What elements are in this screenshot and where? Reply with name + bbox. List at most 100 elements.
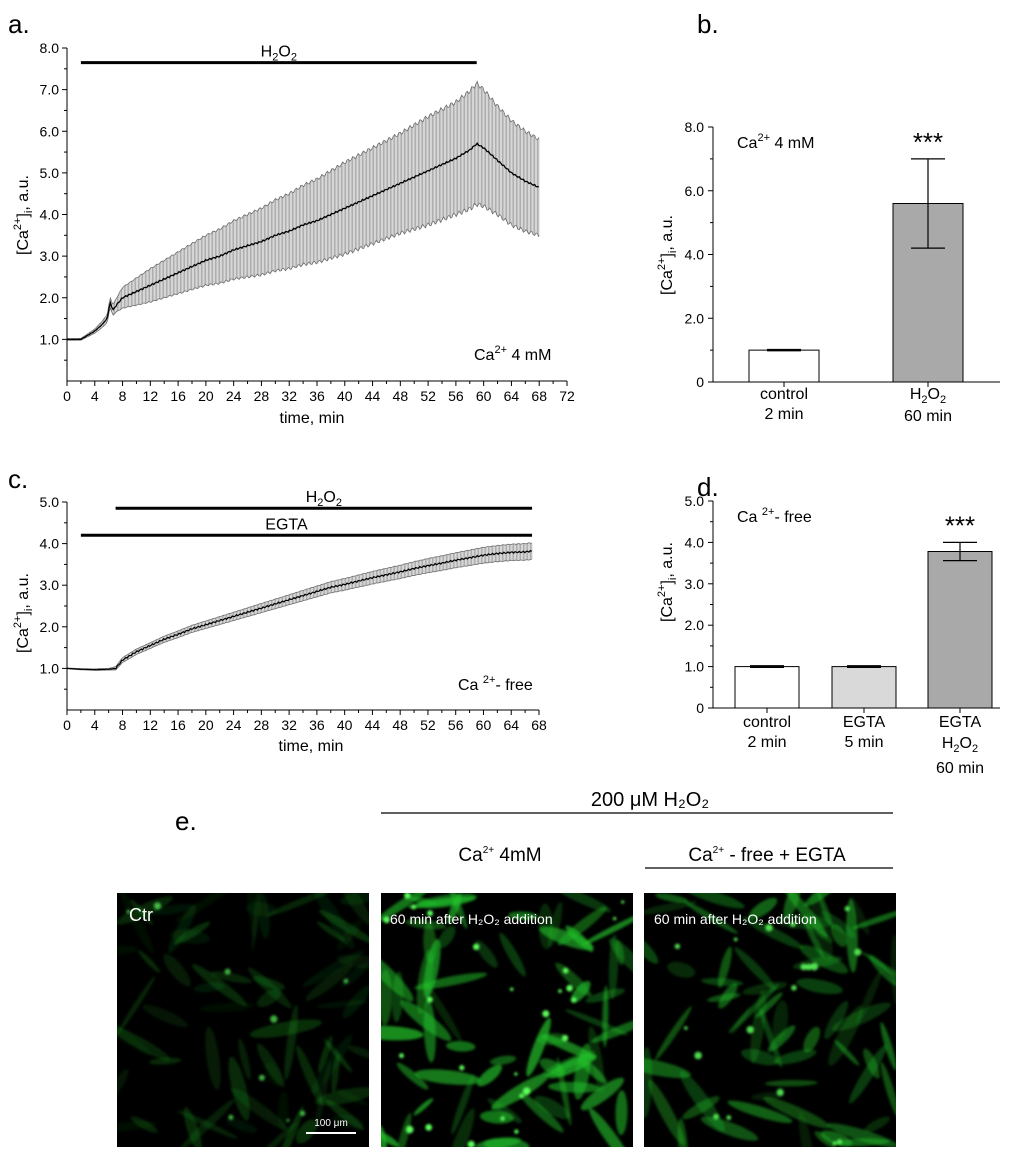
cell <box>238 1038 251 1080</box>
x-tick-label: 12 <box>143 388 159 404</box>
cell <box>199 1002 255 1013</box>
cell-spot <box>558 989 562 993</box>
y-tick-label: 5.0 <box>40 165 60 181</box>
chart-c: 0 4 8 12 16 20 24 28 32 36 40 44 48 52 56 60 64 681.02.03… <box>12 489 547 755</box>
y-tick-label: 2.0 <box>685 617 705 633</box>
cell <box>831 1002 891 1032</box>
cell-spot <box>427 910 434 917</box>
cell-spot <box>790 921 796 928</box>
cell-spot <box>405 1125 414 1134</box>
micrograph-ca-free-egta <box>644 893 896 1147</box>
cell <box>764 1079 818 1087</box>
cell <box>489 1055 517 1065</box>
chart-b-condition: Ca2+ 4 mM <box>737 132 814 152</box>
cell <box>763 1096 830 1129</box>
chart-d-bars: *** <box>734 510 993 713</box>
cell <box>318 1035 333 1073</box>
cell <box>868 954 896 987</box>
cell-spot <box>694 1051 702 1060</box>
significance-mark: *** <box>945 510 975 540</box>
x-tick-label: 40 <box>337 388 353 404</box>
micrograph-ca-free-label: 60 min after H₂O₂ addition <box>654 911 817 927</box>
error-envelope-upper <box>67 542 532 670</box>
cell <box>846 898 858 973</box>
cell <box>226 1118 258 1133</box>
scale-bar-label: 100 μm <box>314 1118 348 1129</box>
cell <box>547 1053 597 1079</box>
cell <box>381 969 393 1026</box>
cell <box>247 1122 297 1147</box>
cell-spot <box>805 963 812 971</box>
chart-a-ylabel: [Ca2+]i, a.u. <box>12 175 35 255</box>
y-tick-label: 2.0 <box>685 310 705 326</box>
chart-a-axes: 0 4 8 12 16 20 24 28 32 36 40 44 48 52 56 60 64 68 721.02.… <box>40 40 575 404</box>
x-tick-label: 48 <box>393 388 409 404</box>
cell-spot <box>514 1072 518 1076</box>
cell-spot <box>746 1026 754 1034</box>
x-tick-label: 32 <box>281 388 297 404</box>
panel-label-d: d. <box>697 472 719 502</box>
cell <box>422 978 462 1042</box>
cell <box>177 1110 238 1139</box>
y-tick-label: 4.0 <box>40 536 60 552</box>
y-tick-label: 4.0 <box>685 534 705 550</box>
x-tick-label: 64 <box>504 388 520 404</box>
micrograph-control <box>117 893 369 1147</box>
cell <box>683 893 745 909</box>
cell-spot <box>510 987 514 991</box>
cell-spot <box>153 902 162 910</box>
panel-e-sub-left: Ca2+ 4mM <box>458 845 541 866</box>
x-tick-label: 0 <box>63 717 71 733</box>
cell-spot <box>854 948 862 956</box>
chart-d-cat-2-line3: 60 min <box>936 760 984 777</box>
chart-c-mean-line <box>67 549 533 671</box>
cell <box>538 903 554 950</box>
panel-e-sub-right: Ca2+ - free + EGTA <box>688 845 846 866</box>
x-tick-label: 52 <box>420 717 436 733</box>
cell <box>423 999 436 1063</box>
chart-c-ylabel: [Ca2+]i, a.u. <box>12 573 35 653</box>
y-tick-label: 8.0 <box>685 119 705 135</box>
cell <box>700 1116 759 1141</box>
cell <box>798 1111 815 1147</box>
x-tick-label: 0 <box>63 388 71 404</box>
x-tick-label: 36 <box>309 388 325 404</box>
x-tick-label: 68 <box>531 717 547 733</box>
chart-c-error-band <box>66 542 533 671</box>
x-tick-label: 20 <box>198 717 214 733</box>
x-tick-label: 4 <box>91 717 99 733</box>
cell <box>119 893 154 954</box>
panel-label-a: a. <box>8 9 30 39</box>
cell <box>331 1114 364 1129</box>
cell <box>311 1034 353 1095</box>
cell <box>381 1131 399 1147</box>
cell <box>274 1106 304 1147</box>
cell-spot <box>224 968 231 975</box>
y-tick-label: 3.0 <box>40 577 60 593</box>
cell <box>717 946 732 988</box>
y-tick-label: 5.0 <box>40 494 60 510</box>
cell <box>849 1044 887 1104</box>
cell <box>149 1057 182 1065</box>
bar <box>748 349 820 383</box>
cell <box>347 1045 369 1059</box>
cell-spot <box>684 1026 688 1030</box>
cell <box>648 1079 685 1146</box>
panel-label-e: e. <box>175 806 197 836</box>
chart-d-cat-0-line1: control <box>743 714 791 731</box>
cell <box>277 1091 289 1131</box>
cell <box>718 983 738 1009</box>
panel-e: 200 μM H₂O₂ Ca2+ 4mM Ca2+ - free + EGTA … <box>117 789 896 1147</box>
cell <box>205 1026 221 1090</box>
cell <box>446 1108 475 1147</box>
cell-spot <box>126 909 130 914</box>
chart-b-cat-1-line2: 60 min <box>904 408 952 425</box>
micrograph-control-label: Ctr <box>129 905 153 925</box>
cell <box>772 1000 788 1043</box>
cell-spot <box>286 1118 290 1122</box>
cell <box>487 1098 522 1123</box>
chart-b-cat-0-line1: control <box>760 386 808 403</box>
chart-d-cat-0-line2: 2 min <box>747 734 786 751</box>
cell-spot <box>621 900 625 904</box>
cell-spot <box>566 984 573 992</box>
